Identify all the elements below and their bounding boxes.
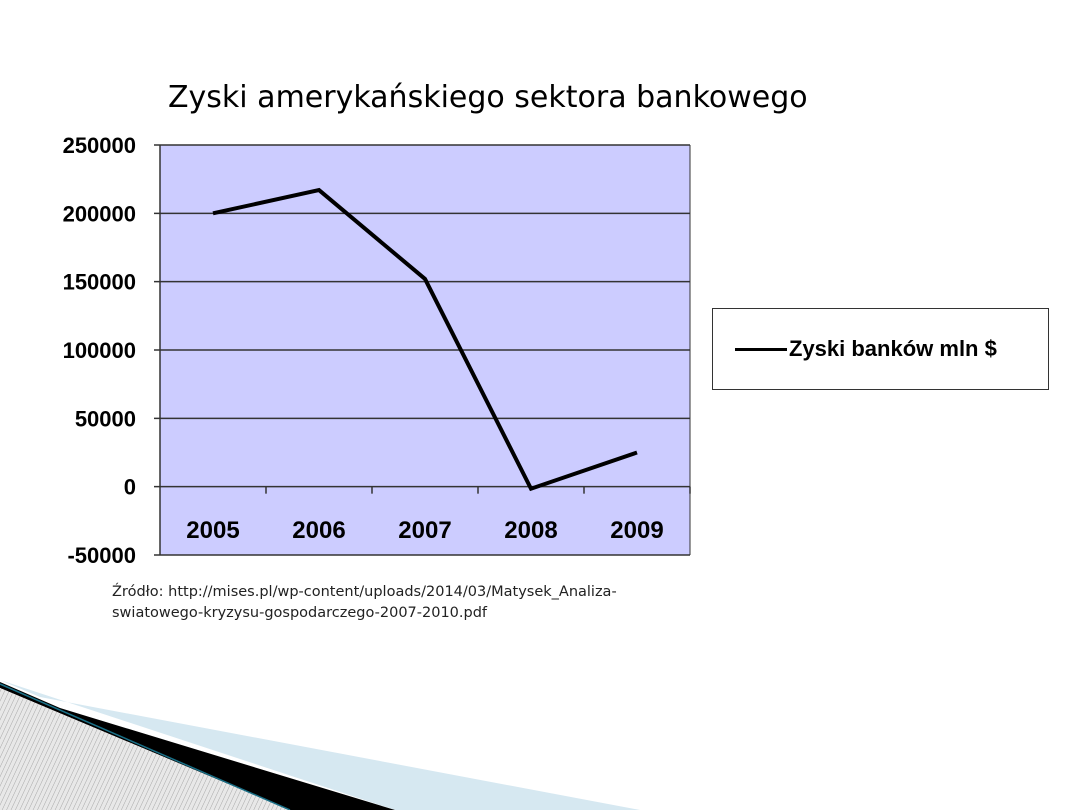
x-tick-label: 2009 [610, 517, 663, 544]
x-tick-label: 2005 [186, 517, 239, 544]
legend: Zyski banków mln $ [712, 308, 1049, 390]
source-line-2: swiatowego-kryzysu-gospodarczego-2007-20… [112, 605, 488, 621]
chart-title: Zyski amerykańskiego sektora bankowego [168, 80, 808, 115]
y-tick-label: 250000 [63, 133, 136, 158]
x-tick-label: 2008 [504, 517, 557, 544]
y-tick-label: 0 [124, 475, 136, 500]
x-tick-label: 2007 [398, 517, 451, 544]
y-tick-label: 200000 [63, 201, 136, 226]
legend-line-swatch [735, 347, 787, 351]
y-tick-label: 50000 [75, 406, 136, 431]
legend-label: Zyski banków mln $ [789, 336, 997, 361]
source-line-1: Źródło: http://mises.pl/wp-content/uploa… [112, 584, 617, 600]
y-tick-label: 150000 [63, 270, 136, 295]
source-note: Źródło: http://mises.pl/wp-content/uploa… [112, 582, 617, 624]
y-tick-label: -50000 [67, 543, 136, 568]
x-tick-label: 2006 [292, 517, 345, 544]
y-tick-label: 100000 [63, 338, 136, 363]
